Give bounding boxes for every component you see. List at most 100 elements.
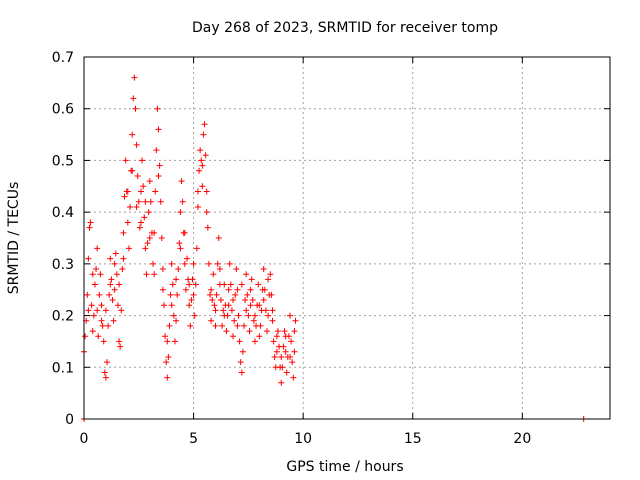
data-point	[287, 312, 294, 319]
data-point	[173, 276, 180, 283]
data-point	[89, 328, 96, 335]
data-point	[289, 359, 296, 366]
data-point	[216, 266, 223, 273]
data-point	[173, 317, 180, 324]
data-point	[139, 157, 146, 164]
data-point	[121, 193, 128, 200]
data-point	[203, 209, 210, 216]
data-point	[256, 302, 263, 309]
data-point	[273, 333, 280, 340]
data-point	[131, 74, 138, 81]
data-point	[199, 183, 206, 190]
data-point	[169, 281, 176, 288]
data-point	[106, 291, 113, 298]
data-point	[212, 322, 219, 329]
data-point	[187, 322, 194, 329]
data-point	[249, 297, 256, 304]
y-tick-label: 0	[65, 412, 74, 428]
data-point	[223, 328, 230, 335]
data-point	[151, 271, 158, 278]
data-point	[176, 240, 183, 247]
data-point	[170, 312, 177, 319]
data-point	[137, 219, 144, 226]
data-point	[214, 260, 221, 267]
data-point	[201, 121, 208, 128]
data-point	[193, 245, 200, 252]
data-point	[87, 219, 94, 226]
axis-ticks	[83, 56, 610, 420]
data-point	[186, 281, 193, 288]
data-point	[90, 312, 97, 319]
data-point	[228, 307, 235, 314]
data-point	[268, 291, 275, 298]
data-point	[167, 291, 174, 298]
data-point	[207, 291, 214, 298]
data-point	[136, 224, 143, 231]
data-point	[251, 338, 258, 345]
data-point	[205, 260, 212, 267]
data-point	[235, 312, 242, 319]
data-point	[292, 317, 299, 324]
data-point	[96, 291, 103, 298]
data-point	[190, 260, 197, 267]
data-point	[137, 188, 144, 195]
data-point	[150, 260, 157, 267]
data-point	[84, 291, 91, 298]
data-point	[86, 224, 93, 231]
data-point	[190, 291, 197, 298]
data-point	[89, 271, 96, 278]
data-series-srmtid	[81, 74, 587, 422]
data-point	[147, 198, 154, 205]
y-axis-label: SRMTID / TECUs	[6, 182, 22, 295]
data-point	[216, 281, 223, 288]
data-point	[111, 286, 118, 293]
data-point	[192, 281, 199, 288]
data-point	[238, 369, 245, 376]
data-point	[212, 307, 219, 314]
data-point	[291, 348, 298, 355]
data-point	[260, 266, 267, 273]
data-point	[178, 178, 185, 185]
data-point	[217, 297, 224, 304]
data-point	[82, 333, 89, 340]
data-point	[261, 286, 268, 293]
data-point	[114, 302, 121, 309]
data-point	[280, 343, 287, 350]
data-point	[184, 255, 191, 262]
data-point	[189, 276, 196, 283]
data-point	[200, 131, 207, 138]
y-tick-label: 0.3	[52, 257, 74, 273]
data-point	[94, 245, 101, 252]
data-point	[113, 271, 120, 278]
data-point	[129, 131, 136, 138]
data-point	[186, 302, 193, 309]
tick-labels: 0 5 10 15 20 0 0.1 0.2 0.3 0.4 0.5 0.6 0.7	[52, 50, 532, 447]
data-point	[158, 235, 165, 241]
data-point	[101, 369, 108, 376]
data-point	[247, 286, 254, 293]
data-point	[146, 178, 153, 185]
data-point	[177, 209, 184, 216]
data-point	[142, 245, 149, 252]
data-point	[291, 328, 298, 335]
data-point	[234, 322, 241, 329]
data-point	[271, 353, 278, 360]
data-point	[219, 322, 226, 329]
y-tick-label: 0.1	[52, 360, 74, 376]
data-point	[239, 348, 246, 355]
x-tick-label: 5	[189, 431, 198, 447]
data-point	[168, 260, 175, 267]
data-point	[273, 348, 280, 355]
data-point	[215, 235, 222, 241]
data-point	[153, 147, 160, 154]
data-point	[198, 157, 205, 164]
data-point	[267, 271, 274, 278]
data-point	[116, 338, 123, 345]
data-point	[107, 255, 114, 262]
data-point	[124, 219, 131, 226]
data-point	[145, 209, 152, 216]
y-tick-label: 0.5	[52, 153, 74, 169]
data-point	[163, 359, 170, 366]
data-point	[233, 266, 240, 273]
